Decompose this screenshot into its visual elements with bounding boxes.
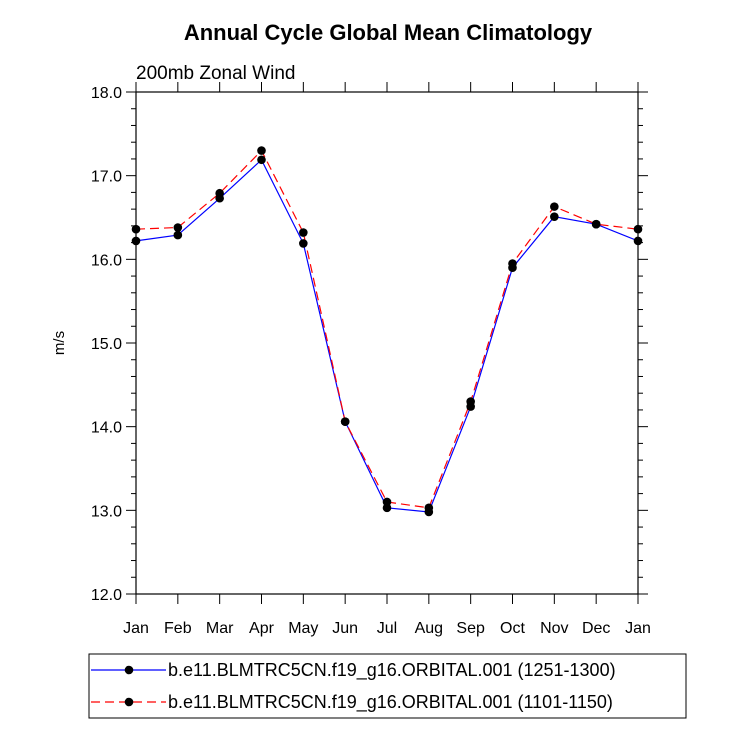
y-tick-label: 14.0 <box>91 420 122 437</box>
x-tick-label: Apr <box>249 620 275 637</box>
x-tick-label: Feb <box>164 620 192 637</box>
y-tick-label: 12.0 <box>91 587 122 604</box>
chart-subtitle: 200mb Zonal Wind <box>136 63 295 84</box>
series-2-point <box>340 417 350 426</box>
series-line-1 <box>135 158 639 513</box>
series-2-point <box>382 497 392 507</box>
x-tick-label: Nov <box>540 620 568 637</box>
x-tick-label: Mar <box>206 620 234 637</box>
series-1-point <box>299 239 308 248</box>
x-tick-label: Oct <box>500 620 525 637</box>
y-tick-label: 13.0 <box>91 503 122 520</box>
y-tick-label: 18.0 <box>91 85 122 102</box>
series-2-point <box>299 228 308 237</box>
y-tick-label: 16.0 <box>91 252 122 269</box>
axis-ticks: 12.0 13.0 14.0 15.0 16.0 17.0 18.0 Jan Feb Mar Apr… <box>91 82 651 637</box>
series-2-point <box>466 397 475 406</box>
y-tick-label: 15.0 <box>91 336 122 353</box>
x-tick-label: Dec <box>582 620 610 637</box>
legend: b.e11.BLMTRC5CN.f19_g16.ORBITAL.001 (125… <box>91 660 616 713</box>
x-tick-label: Aug <box>415 620 443 637</box>
x-tick-label: Jul <box>377 620 397 637</box>
series-1-point <box>633 236 643 246</box>
series-2-point <box>257 146 266 155</box>
series-1-point <box>550 212 559 221</box>
series-2-point <box>173 223 183 232</box>
x-tick-label: Jan <box>123 620 149 637</box>
x-tick-label: Jan <box>625 620 651 637</box>
y-tick-label: 17.0 <box>91 169 122 186</box>
plot-frame <box>135 91 639 595</box>
x-tick-label: May <box>288 620 318 637</box>
series-2-point <box>591 219 601 229</box>
series-2-point <box>633 224 643 234</box>
series-2-point <box>550 202 559 211</box>
legend-box <box>88 653 687 719</box>
series-1-point <box>131 236 141 246</box>
legend-label-2: b.e11.BLMTRC5CN.f19_g16.ORBITAL.001 (110… <box>168 692 613 713</box>
series-line-2 <box>135 149 639 509</box>
series-2-point <box>424 503 434 513</box>
series-2-point <box>508 259 517 268</box>
chart-title: Annual Cycle Global Mean Climatology <box>184 20 593 45</box>
x-tick-label: Jun <box>332 620 358 637</box>
legend-label-1: b.e11.BLMTRC5CN.f19_g16.ORBITAL.001 (125… <box>168 660 616 681</box>
series-1-point <box>173 230 183 240</box>
x-tick-label: Sep <box>456 620 485 637</box>
series-1-point <box>257 155 266 165</box>
legend-marker-1 <box>124 665 134 675</box>
y-axis-label: m/s <box>51 331 68 355</box>
series-2-point <box>131 224 141 234</box>
series-layer <box>131 146 643 517</box>
legend-marker-2 <box>124 697 134 707</box>
series-2-point <box>215 188 224 198</box>
